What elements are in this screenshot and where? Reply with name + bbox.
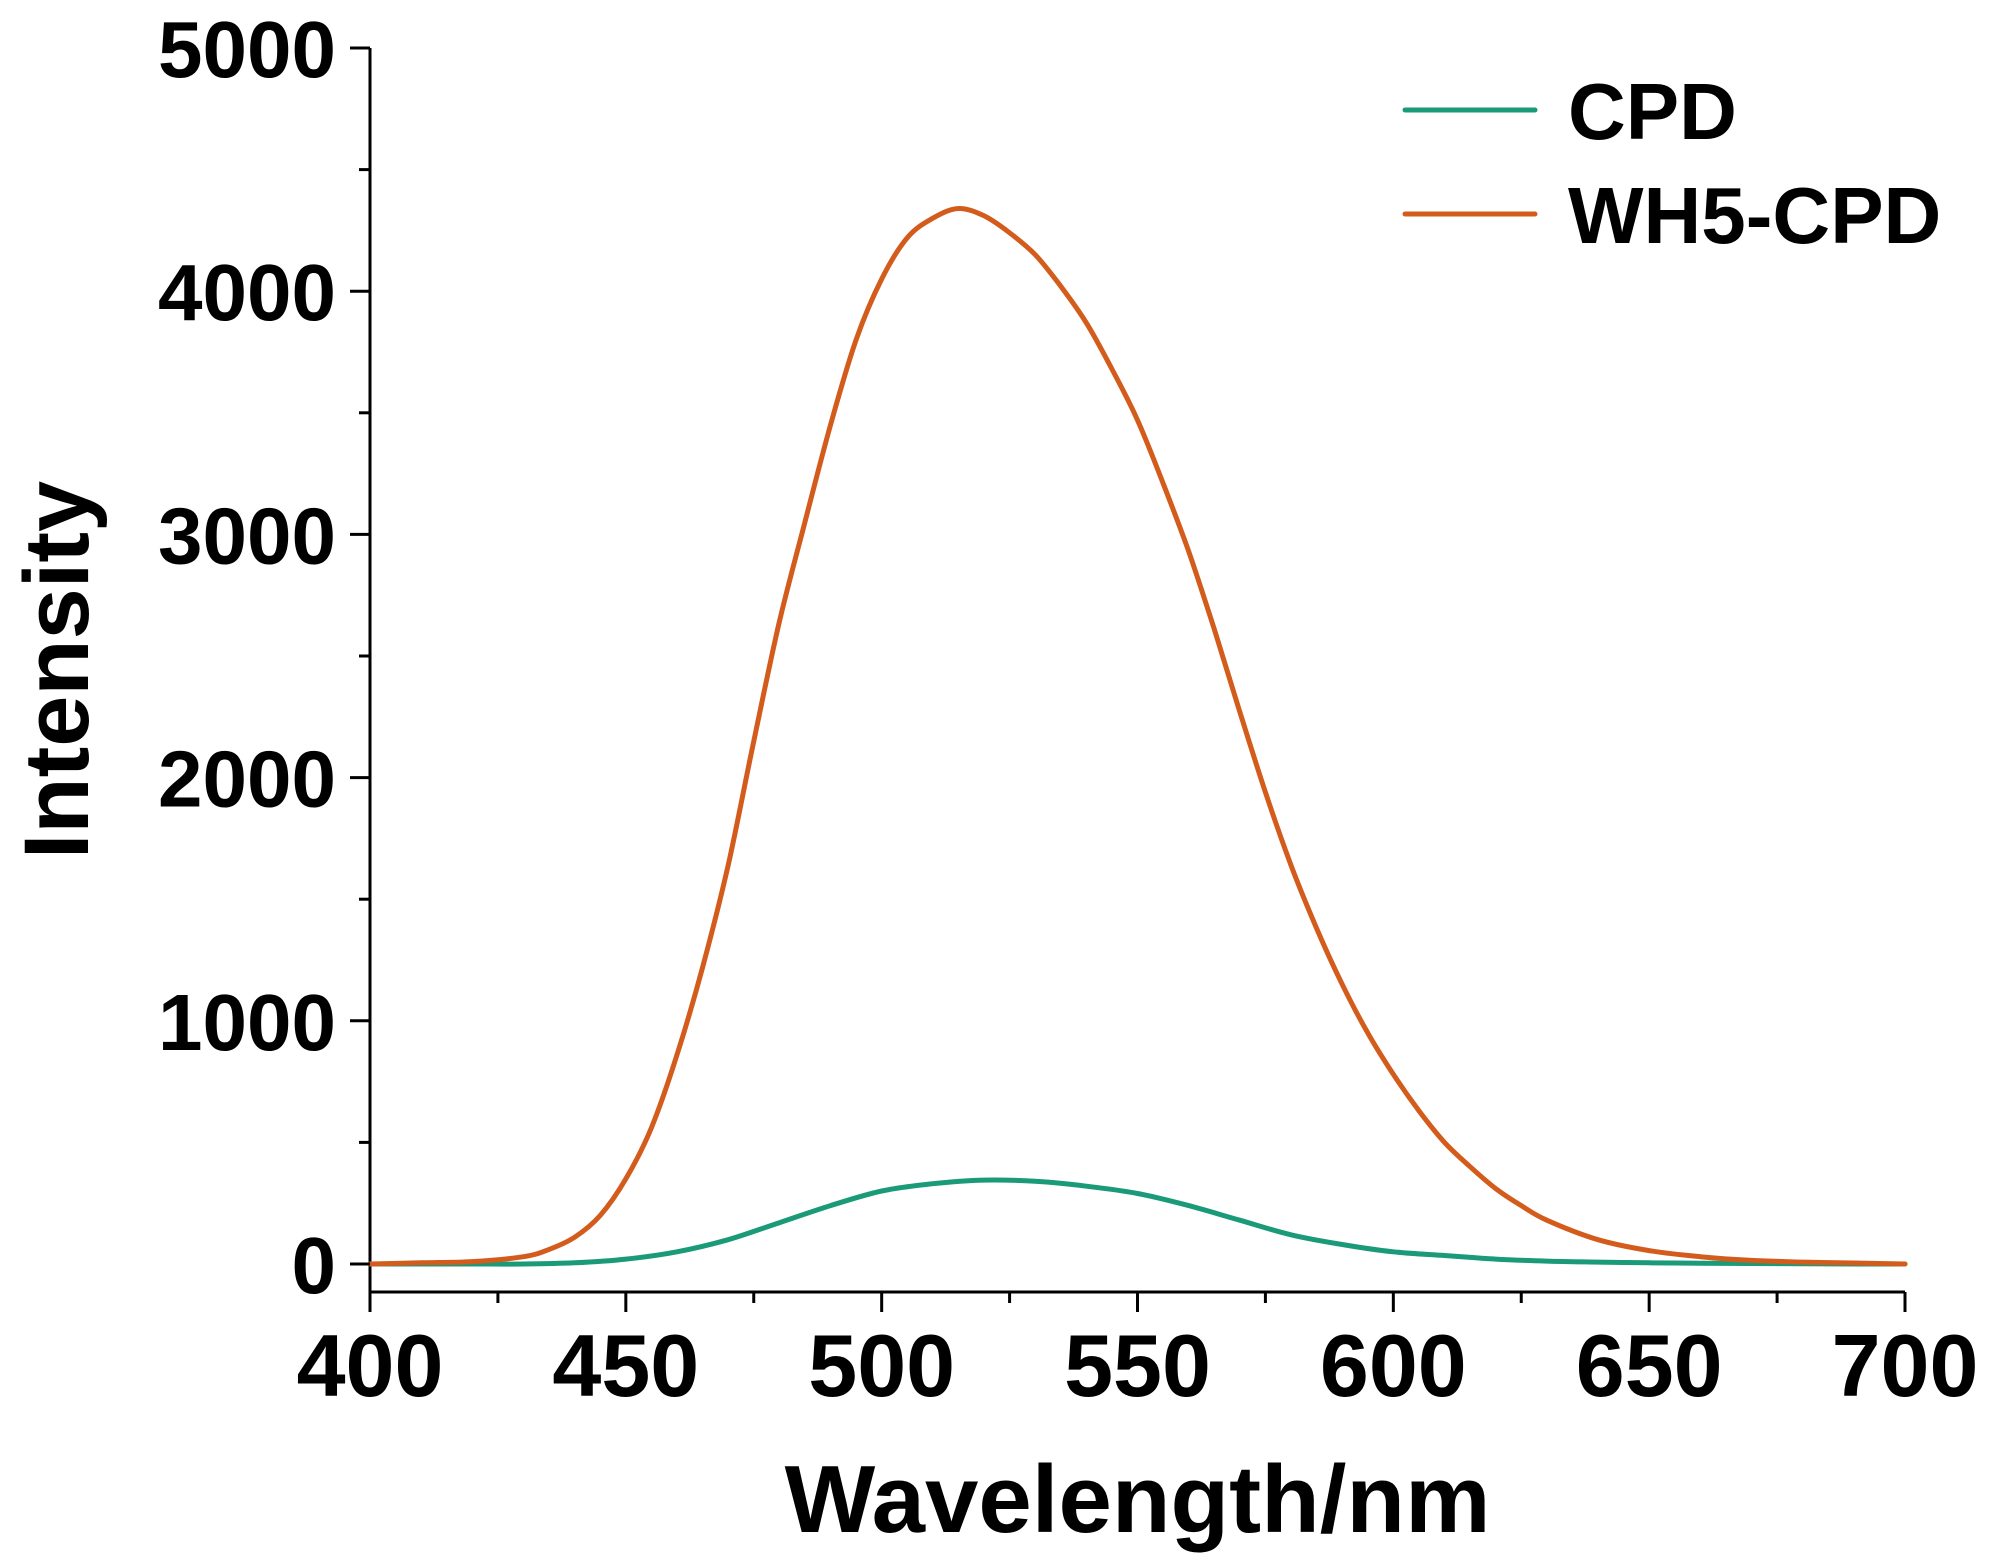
x-tick-label: 500 (808, 1316, 955, 1415)
legend-label-cpd: CPD (1568, 67, 1737, 156)
y-tick-label: 2000 (158, 735, 336, 824)
y-axis-title: Intensity (6, 481, 108, 859)
x-tick-label: 400 (297, 1316, 444, 1415)
y-tick-label: 1000 (158, 978, 336, 1067)
x-tick-label: 700 (1832, 1316, 1979, 1415)
series-line-cpd (367, 1177, 1908, 1267)
y-tick-label: 3000 (158, 491, 336, 580)
x-axis-title: Wavelength/nm (785, 1446, 1491, 1553)
y-tick-label: 4000 (158, 248, 336, 337)
y-tick-label: 5000 (158, 5, 336, 94)
legend: CPD WH5-CPD (1402, 67, 1941, 260)
x-tick-label: 650 (1576, 1316, 1723, 1415)
ticks-layer: 400 450 500 550 600 650 700 0 1000 2000 3000 4000 50… (158, 5, 1978, 1415)
x-tick-label: 450 (552, 1316, 699, 1415)
x-tick-label: 600 (1320, 1316, 1467, 1415)
y-tick-label: 0 (292, 1221, 337, 1310)
legend-label-wh5-cpd: WH5-CPD (1568, 171, 1941, 260)
x-tick-label: 550 (1064, 1316, 1211, 1415)
series-layer (367, 205, 1908, 1267)
series-line-wh5-cpd (367, 205, 1908, 1267)
